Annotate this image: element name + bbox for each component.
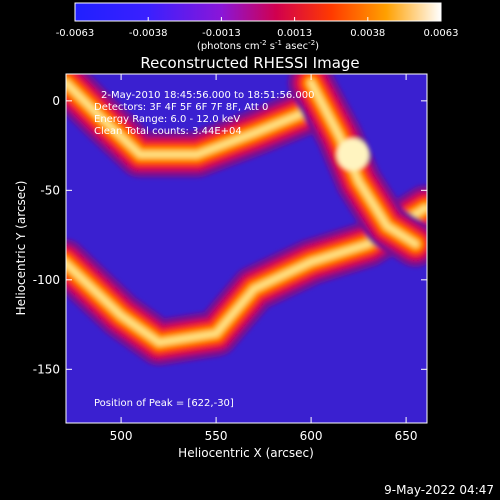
y-axis-label: Heliocentric Y (arcsec) xyxy=(14,181,28,316)
y-tick-label: -150 xyxy=(33,362,60,376)
annotation-block: 2-May-2010 18:45:56.000 to 18:51:56.000D… xyxy=(94,90,314,137)
y-tick-label: -100 xyxy=(33,273,60,287)
x-tick-label: 650 xyxy=(395,429,418,443)
x-tick-label: 500 xyxy=(110,429,133,443)
colorbar-tick-label: 0.0063 xyxy=(424,28,459,39)
ridge-upper xyxy=(66,79,315,158)
chart-title: Reconstructed RHESSI Image xyxy=(140,54,359,72)
ridge-right xyxy=(308,79,419,247)
colorbar-tick-label: 0.0038 xyxy=(350,28,385,39)
y-axis-ticks: 0 -50 -100 -150 xyxy=(33,94,427,376)
heatmap-image xyxy=(66,74,427,423)
x-axis-label: Heliocentric X (arcsec) xyxy=(178,446,314,460)
colorbar: -0.0063 -0.0038 -0.0013 0.0013 0.0038 0.0063 … xyxy=(56,2,459,52)
colorbar-gradient xyxy=(74,2,442,22)
ridge-lower xyxy=(66,205,427,346)
peak-label: Position of Peak = [622,-30] xyxy=(94,398,234,409)
colorbar-tick-label: -0.0063 xyxy=(56,28,95,39)
timestamp: 9-May-2022 04:47 xyxy=(384,483,494,497)
annotation-line: Energy Range: 6.0 - 12.0 keV xyxy=(94,114,240,125)
peak-spot xyxy=(336,138,369,171)
colorbar-ticks: -0.0063 -0.0038 -0.0013 0.0013 0.0038 0.0063 xyxy=(56,17,459,39)
x-axis-ticks: 500 550 600 650 xyxy=(110,74,418,443)
colorbar-tick-label: 0.0013 xyxy=(277,28,312,39)
annotation-line: Detectors: 3F 4F 5F 6F 7F 8F, Att 0 xyxy=(94,102,268,113)
x-tick-label: 600 xyxy=(300,429,323,443)
bright-ridges xyxy=(66,74,427,366)
annotation-line: Clean Total counts: 3.44E+04 xyxy=(94,126,242,137)
x-tick-label: 550 xyxy=(205,429,228,443)
y-tick-label: 0 xyxy=(52,94,60,108)
plot-frame xyxy=(65,73,428,424)
colorbar-unit: (photons cm-2 s-1 asec-2) xyxy=(197,39,319,52)
colorbar-tick-label: -0.0038 xyxy=(129,28,168,39)
colorbar-tick-label: -0.0013 xyxy=(202,28,241,39)
y-tick-label: -50 xyxy=(40,183,60,197)
annotation-line: 2-May-2010 18:45:56.000 to 18:51:56.000 xyxy=(101,90,314,101)
